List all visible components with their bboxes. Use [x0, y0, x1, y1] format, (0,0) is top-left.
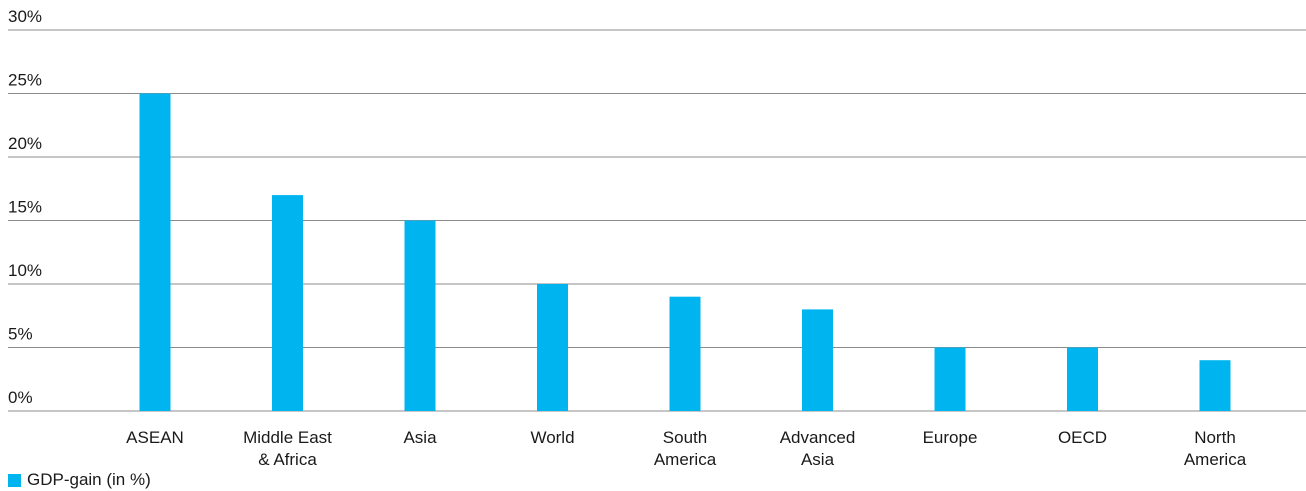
- x-category-label: ASEAN: [126, 428, 184, 447]
- y-axis-tick-labels: 0% 5% 10% 15% 20% 25% 30%: [8, 7, 42, 407]
- x-category-label: Middle East & Africa: [243, 428, 332, 469]
- x-category-label-line: Asia: [801, 450, 835, 469]
- legend-label: GDP-gain (in %): [27, 470, 151, 489]
- x-category-label-line: & Africa: [258, 450, 317, 469]
- y-tick-label: 15%: [8, 198, 42, 217]
- x-category-label-line: Advanced: [780, 428, 856, 447]
- bar: [537, 284, 568, 411]
- bar: [802, 309, 833, 411]
- x-category-label: OECD: [1058, 428, 1107, 447]
- bar: [404, 220, 436, 411]
- legend: GDP-gain (in %): [8, 470, 151, 490]
- x-category-label-line: South: [663, 428, 707, 447]
- x-category-label-line: North: [1194, 428, 1236, 447]
- x-category-label-line: America: [1184, 450, 1247, 469]
- legend-swatch: [8, 473, 21, 487]
- x-category-label-line: Middle East: [243, 428, 332, 447]
- bar: [272, 195, 303, 411]
- bar: [669, 296, 701, 411]
- bar: [139, 93, 171, 411]
- x-category-label: Europe: [923, 428, 978, 447]
- x-category-label-line: World: [530, 428, 574, 447]
- x-category-label: North America: [1184, 428, 1247, 469]
- y-tick-label: 20%: [8, 134, 42, 153]
- x-category-label-line: Europe: [923, 428, 978, 447]
- bars: [139, 93, 1231, 411]
- x-category-label-line: America: [654, 450, 717, 469]
- bar-chart: 0% 5% 10% 15% 20% 25% 30% ASEAN Middle East & Af…: [8, 7, 1306, 469]
- y-tick-label: 5%: [8, 325, 33, 344]
- x-category-label: Advanced Asia: [780, 428, 856, 469]
- bar: [934, 347, 966, 411]
- x-category-label-line: OECD: [1058, 428, 1107, 447]
- x-category-label-line: Asia: [403, 428, 437, 447]
- bar: [1067, 347, 1098, 411]
- y-tick-label: 10%: [8, 261, 42, 280]
- bar: [1199, 360, 1231, 411]
- y-tick-label: 25%: [8, 71, 42, 90]
- x-category-label: South America: [654, 428, 717, 469]
- x-category-label: World: [530, 428, 574, 447]
- x-category-label-line: ASEAN: [126, 428, 184, 447]
- x-category-label: Asia: [403, 428, 437, 447]
- y-tick-label: 30%: [8, 7, 42, 26]
- x-axis-category-labels: ASEAN Middle East & Africa Asia World South Am…: [126, 428, 1247, 469]
- y-tick-label: 0%: [8, 388, 33, 407]
- gridlines: [8, 29, 1306, 412]
